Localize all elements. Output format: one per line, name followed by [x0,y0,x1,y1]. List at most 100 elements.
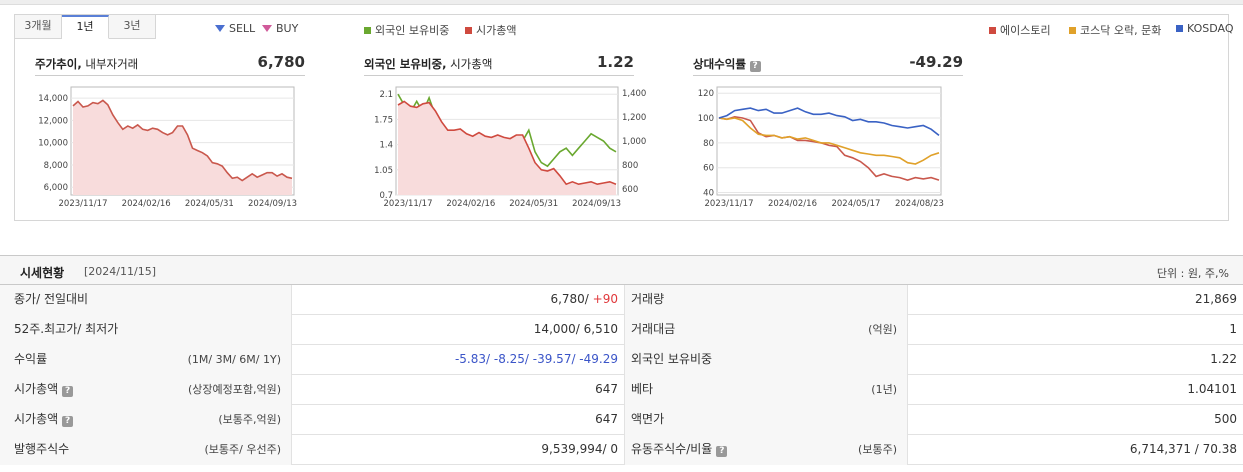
row-value-text: 647 [595,382,618,396]
x-tick-label: 2024/02/16 [768,199,817,209]
row-value-text: 9,539,994/ 0 [541,442,618,456]
row-label: 거래대금 (억원) [624,315,908,345]
x-tick-label: 2023/11/17 [384,199,433,209]
plot-frame [716,86,942,196]
row-label-text: 시가총액 [14,382,59,396]
row-label-text: 유동주식수/비율 [631,442,713,456]
triangle-down-icon [215,25,225,32]
tab-1year[interactable]: 1년 [62,15,109,39]
y-tick-label: 100 [698,114,714,124]
row-value: 647 [292,375,624,405]
row-sublabel: (억원) [868,323,897,336]
tab-3month[interactable]: 3개월 [15,15,62,39]
table-row: 시가총액? (상장예정포함,억원) 647 베타 (1년) 1.04101 [0,375,1243,405]
table-row: 52주.최고가/ 최저가 14,000/ 6,510 거래대금 (억원) 1 [0,315,1243,345]
help-icon[interactable]: ? [716,446,728,457]
row-value-text: 6,780/ [550,292,589,306]
row-label: 시가총액? (보통주,억원) [0,405,292,435]
change-value: +90 [588,292,618,306]
legend-acestory: 에이스토리 [989,22,1051,38]
x-tick-label: 2023/11/17 [705,199,754,209]
x-tick-label: 2024/05/31 [509,199,558,209]
legend-foreign: 외국인 보유비중 [364,22,449,38]
legend-kosdaq: KOSDAQ [1176,22,1234,35]
x-tick-label: 2024/05/31 [185,199,234,209]
top-divider [0,0,1243,5]
row-value: 9,539,994/ 0 [292,435,624,465]
x-tick-label: 2024/08/23 [895,199,944,209]
y-tick-label: 120 [698,89,714,99]
row-value: 6,780/ +90 [292,285,624,315]
square-icon [465,27,472,34]
y-tick-label: 80 [703,139,714,149]
row-value: 1.22 [1210,352,1237,366]
tab-3year[interactable]: 3년 [109,15,156,39]
row-value: 647 [292,405,624,435]
row-label: 외국인 보유비중 [624,345,908,375]
row-label-text: 종가/ 전일대비 [14,292,89,306]
y-tick-label: 6,000 [44,183,68,193]
price-trend-chart: 14,000 12,000 10,000 8,000 6,000 2023/11/17 20… [38,86,297,209]
row-label-text: 시가총액 [14,412,59,426]
y-right-tick-label: 1,000 [622,137,646,147]
row-label: 유동주식수/비율? (보통주) [624,435,908,465]
row-sublabel: (1년) [871,383,897,396]
series-line [718,107,940,137]
row-label: 발행주식수 (보통주/ 우선주) [0,435,292,465]
y-tick-label: 12,000 [38,116,68,126]
help-icon[interactable]: ? [62,386,74,397]
x-tick-label: 2024/05/17 [831,199,880,209]
row-sublabel: (보통주,억원) [218,413,281,426]
x-tick-label: 2024/09/13 [572,199,621,209]
x-tick-label: 2024/02/16 [122,199,171,209]
y-right-tick-label: 1,400 [622,89,646,99]
table-row: 수익률 (1M/ 3M/ 6M/ 1Y) -5.83/ -8.25/ -39.57/… [0,345,1243,375]
series-line [718,115,940,181]
row-value: 500 [1214,412,1237,426]
row-label: 베타 (1년) [624,375,908,405]
panel-foreign-value: 1.22 [596,53,634,71]
square-icon [1069,27,1076,34]
row-value: -5.83/ -8.25/ -39.57/ -49.29 [292,345,624,375]
row-label-text: 수익률 [14,352,48,366]
y-tick-label: 0.7 [379,191,393,201]
square-icon [364,27,371,34]
series-area [73,100,292,195]
y-right-tick-label: 800 [622,161,638,171]
panel-foreign-title: 외국인 보유비중, 시가총액 [364,57,493,71]
row-label: 시가총액? (상장예정포함,억원) [0,375,292,405]
table-title: 시세현황 [20,266,65,280]
table-unit: 단위 : 원, 주,% [1156,267,1229,280]
legend-buy: BUY [262,22,298,35]
row-value: 1.04101 [1187,382,1237,396]
help-icon[interactable]: ? [749,61,761,72]
y-right-tick-label: 1,200 [622,113,646,123]
row-value: 21,869 [1195,292,1237,306]
triangle-down-icon [262,25,272,32]
square-icon [989,27,996,34]
row-value: 6,714,371 / 70.38 [1129,442,1237,456]
row-label-text: 외국인 보유비중 [631,352,713,366]
y-tick-label: 1.4 [379,141,393,151]
row-sublabel: (상장예정포함,억원) [187,383,281,396]
panel-relative-title: 상대수익률 ? [693,56,761,72]
help-icon[interactable]: ? [62,416,74,427]
period-tabs: 3개월 1년 3년 [15,15,156,39]
table-date: [2024/11/15] [84,265,156,278]
panel-divider [693,75,963,76]
panel-price-value: 6,780 [257,53,305,71]
table-row: 종가/ 전일대비 6,780/ +90 거래량 21,869 [0,285,1243,315]
row-label: 52주.최고가/ 최저가 [0,315,292,345]
chart-container: 3개월 1년 3년 SELL BUY 외국인 보유비중 시가총액 에이스토리 코… [14,14,1234,221]
y-tick-label: 1.75 [374,115,393,125]
square-icon [1176,25,1183,32]
legend-kosdaq-entertainment: 코스닥 오락, 문화 [1069,22,1161,38]
legend-marketcap: 시가총액 [465,22,516,38]
y-tick-label: 10,000 [38,139,68,149]
row-value-text: -5.83/ -8.25/ -39.57/ -49.29 [454,352,618,366]
series-line [72,99,293,182]
panel-relative-value: -49.29 [909,53,963,71]
y-tick-label: 1.05 [374,166,393,176]
legend-sell: SELL [215,22,255,35]
row-label: 거래량 [624,285,908,315]
